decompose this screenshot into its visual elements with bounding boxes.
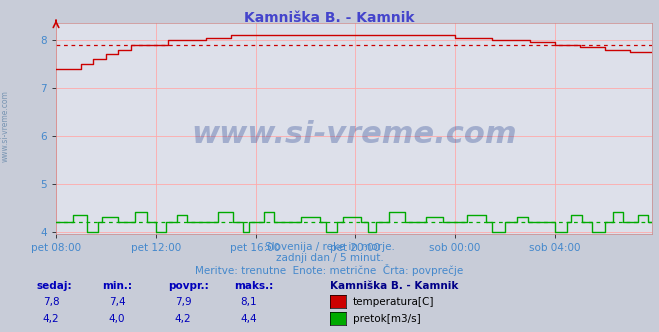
Text: 7,9: 7,9 <box>175 297 191 307</box>
Text: 7,4: 7,4 <box>109 297 125 307</box>
Text: Meritve: trenutne  Enote: metrične  Črta: povprečje: Meritve: trenutne Enote: metrične Črta: … <box>195 264 464 276</box>
Text: temperatura[C]: temperatura[C] <box>353 297 434 307</box>
Text: pretok[m3/s]: pretok[m3/s] <box>353 314 420 324</box>
Text: maks.:: maks.: <box>234 281 273 290</box>
Text: 4,2: 4,2 <box>175 314 191 324</box>
Text: 4,4: 4,4 <box>241 314 257 324</box>
Text: 4,2: 4,2 <box>43 314 59 324</box>
Text: Kamniška B. - Kamnik: Kamniška B. - Kamnik <box>330 281 458 290</box>
Text: Slovenija / reke in morje.: Slovenija / reke in morje. <box>264 242 395 252</box>
Text: www.si-vreme.com: www.si-vreme.com <box>191 121 517 149</box>
Text: sedaj:: sedaj: <box>36 281 72 290</box>
Text: www.si-vreme.com: www.si-vreme.com <box>1 90 10 162</box>
Text: zadnji dan / 5 minut.: zadnji dan / 5 minut. <box>275 253 384 263</box>
Text: 7,8: 7,8 <box>43 297 59 307</box>
Text: 8,1: 8,1 <box>241 297 257 307</box>
Text: min.:: min.: <box>102 281 132 290</box>
Text: povpr.:: povpr.: <box>168 281 209 290</box>
Text: Kamniška B. - Kamnik: Kamniška B. - Kamnik <box>244 11 415 25</box>
Text: 4,0: 4,0 <box>109 314 125 324</box>
